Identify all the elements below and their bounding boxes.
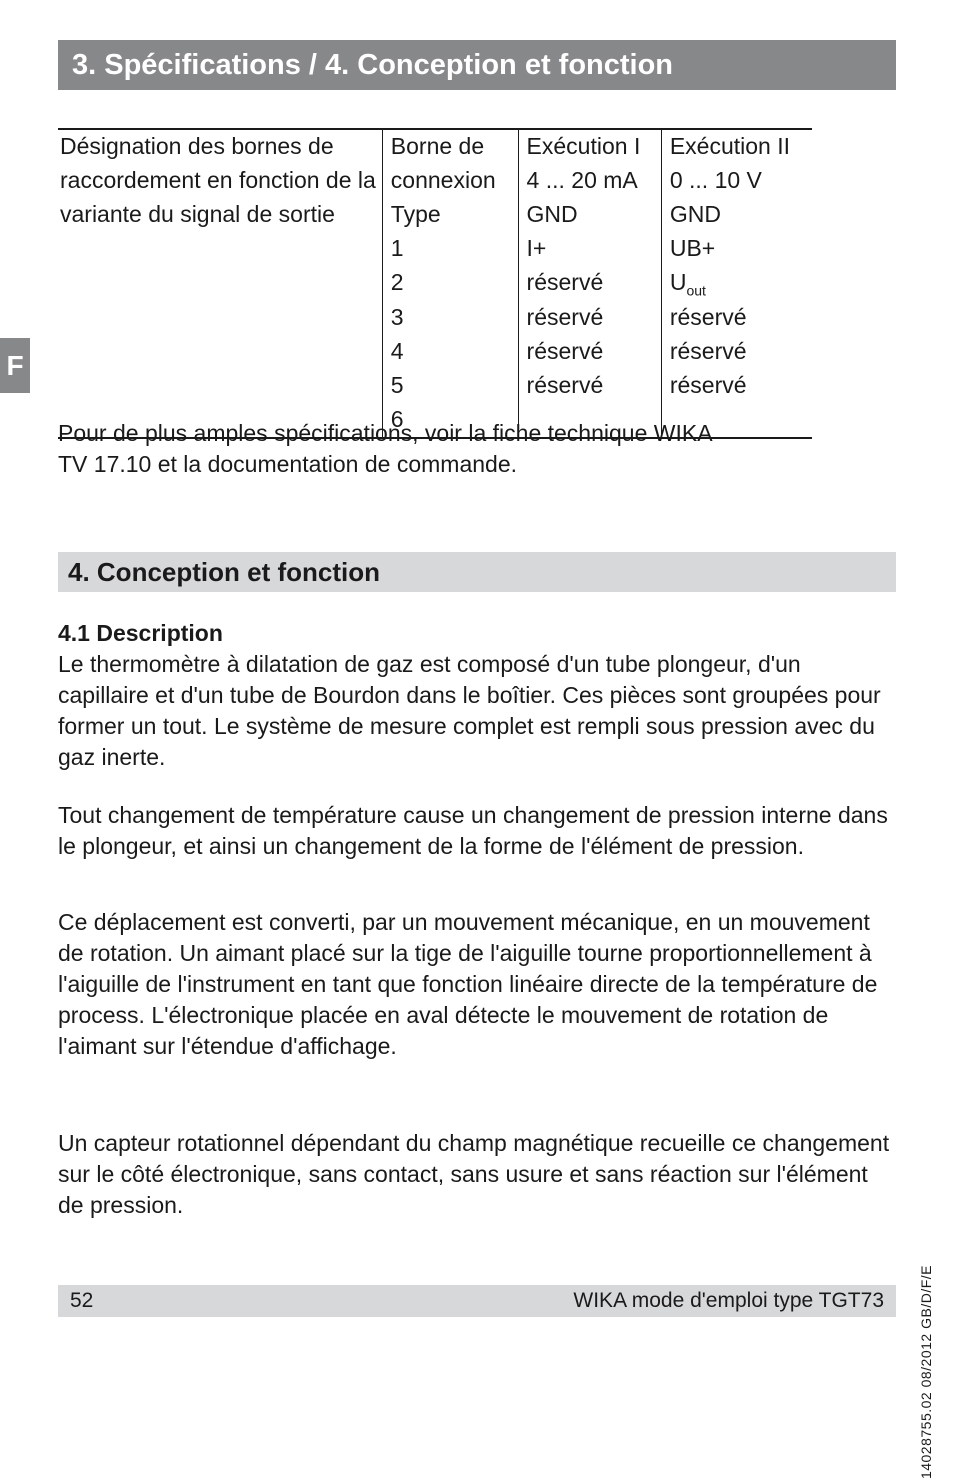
note-line1: Pour de plus amples spécifications, voir… <box>58 420 713 446</box>
description-p2a: Tout changement de température cause un … <box>58 800 896 862</box>
table-row: 1 I+ UB+ <box>58 232 812 266</box>
cell: Exécution I <box>518 129 661 164</box>
page-number: 52 <box>70 1289 93 1313</box>
uout-u: U <box>670 269 687 295</box>
cell: connexion <box>382 164 518 198</box>
cell: Borne de <box>382 129 518 164</box>
description-p2b: Ce déplacement est converti, par un mouv… <box>58 907 896 1062</box>
cell <box>58 335 382 369</box>
cell: réservé <box>518 335 661 369</box>
cell: 5 <box>382 369 518 403</box>
cell: réservé <box>661 335 812 369</box>
cell: 2 <box>382 266 518 302</box>
cell: GND <box>518 198 661 232</box>
cell: réservé <box>518 369 661 403</box>
cell <box>58 232 382 266</box>
cell: 3 <box>382 301 518 335</box>
note-line2: TV 17.10 et la documentation de commande… <box>58 451 517 477</box>
cell: 4 <box>382 335 518 369</box>
chapter-header: 3. Spécifications / 4. Conception et fon… <box>58 40 896 90</box>
doc-code: 14028755.02 08/2012 GB/D/F/E <box>918 1265 934 1479</box>
cell: réservé <box>518 266 661 302</box>
cell: Désignation des bornes de <box>58 129 382 164</box>
description-p1: Le thermomètre à dilatation de gaz est c… <box>58 649 896 773</box>
cell: Type <box>382 198 518 232</box>
cell: UB+ <box>661 232 812 266</box>
cell: variante du signal de sortie <box>58 198 382 232</box>
page-footer: 52 WIKA mode d'emploi type TGT73 <box>58 1285 896 1317</box>
table-row: 2 réservé Uout <box>58 266 812 302</box>
section-title: 4. Conception et fonction <box>68 557 380 588</box>
description-heading: 4.1 Description <box>58 618 896 649</box>
cell <box>58 301 382 335</box>
cell: GND <box>661 198 812 232</box>
cell: I+ <box>518 232 661 266</box>
table-row: 3 réservé réservé <box>58 301 812 335</box>
spec-note: Pour de plus amples spécifications, voir… <box>58 418 896 480</box>
cell: réservé <box>518 301 661 335</box>
table-row: Désignation des bornes de Borne de Exécu… <box>58 129 812 164</box>
table-row: 4 réservé réservé <box>58 335 812 369</box>
uout-sub: out <box>686 282 705 298</box>
chapter-title: 3. Spécifications / 4. Conception et fon… <box>72 49 673 82</box>
cell: Uout <box>661 266 812 302</box>
cell: Exécution II <box>661 129 812 164</box>
cell <box>58 369 382 403</box>
table-row: 5 réservé réservé <box>58 369 812 403</box>
cell: réservé <box>661 301 812 335</box>
cell: réservé <box>661 369 812 403</box>
description-p3: Un capteur rotationnel dépendant du cham… <box>58 1128 896 1221</box>
cell: raccordement en fonction de la <box>58 164 382 198</box>
cell: 1 <box>382 232 518 266</box>
description-block: 4.1 Description Le thermomètre à dilatat… <box>58 618 896 773</box>
cell <box>58 266 382 302</box>
table-row: variante du signal de sortie Type GND GN… <box>58 198 812 232</box>
footer-title: WIKA mode d'emploi type TGT73 <box>573 1289 884 1313</box>
spec-table: Désignation des bornes de Borne de Exécu… <box>58 128 812 439</box>
section-header: 4. Conception et fonction <box>58 552 896 592</box>
table-row: raccordement en fonction de la connexion… <box>58 164 812 198</box>
language-tab-label: F <box>6 350 23 382</box>
cell: 0 ... 10 V <box>661 164 812 198</box>
language-tab: F <box>0 338 30 393</box>
cell: 4 ... 20 mA <box>518 164 661 198</box>
